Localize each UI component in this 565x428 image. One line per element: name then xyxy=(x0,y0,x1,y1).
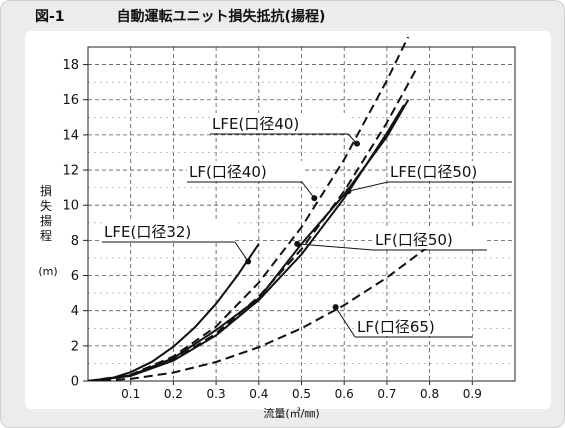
x-axis-title: 流量(㎥/㎜) xyxy=(263,406,319,420)
label-leader-5 xyxy=(335,306,356,338)
label-leader-2 xyxy=(301,181,315,199)
series-line-5 xyxy=(88,244,431,381)
label-bg-2 xyxy=(187,161,302,181)
series-label-2: LF(口径40) xyxy=(189,163,267,181)
series-marker-3 xyxy=(345,188,352,195)
label-leader-3 xyxy=(348,181,389,192)
series-label-5: LF(口径65) xyxy=(357,318,435,336)
series-marker-0 xyxy=(245,258,252,265)
x-tick-label: 0.6 xyxy=(335,387,354,401)
label-bg-1 xyxy=(210,113,348,133)
series-label-0: LFE(口径32) xyxy=(104,223,191,241)
figure-title: 自動運転ユニット損失抵抗(揚程) xyxy=(116,9,326,25)
x-tick-label: 0.5 xyxy=(292,387,311,401)
series-marker-2 xyxy=(311,195,318,202)
series-label-1: LFE(口径40) xyxy=(212,115,299,133)
series-lines xyxy=(88,37,431,381)
label-bg-0 xyxy=(102,221,235,241)
x-tick-label: 0.9 xyxy=(463,387,482,401)
y-tick-label: 8 xyxy=(71,234,79,249)
y-tick-label: 14 xyxy=(62,128,79,143)
x-tick-label: 0.1 xyxy=(121,387,140,401)
y-axis-unit: (m) xyxy=(38,265,57,278)
y-tick-label: 2 xyxy=(71,339,79,354)
x-tick-label: 0.4 xyxy=(249,387,268,401)
y-axis-title-char: 失 xyxy=(40,198,52,213)
y-tick-label: 16 xyxy=(62,93,79,108)
series-marker-5 xyxy=(332,304,339,311)
y-tick-label: 12 xyxy=(62,164,79,179)
y-tick-label: 0 xyxy=(71,375,79,390)
label-bg-4 xyxy=(373,229,487,249)
series-line-4 xyxy=(88,99,410,381)
series-marker-4 xyxy=(294,240,301,247)
series-label-3: LFE(口径50) xyxy=(390,163,477,181)
y-axis-title-char: 程 xyxy=(40,228,52,243)
label-bg-3 xyxy=(388,161,512,181)
y-tick-label: 6 xyxy=(71,269,79,284)
series-labels: LFE(口径32) LFE(口径40) LF(口径40) LFE(口径50) LF(口径… xyxy=(102,113,512,338)
y-axis-title-char: 損 xyxy=(40,183,52,198)
figure-number: 図-1 xyxy=(35,9,65,25)
axes xyxy=(83,46,516,385)
y-tick-label: 18 xyxy=(62,58,79,73)
y-axis-title-char: 揚 xyxy=(40,214,52,228)
x-tick-label: 0.8 xyxy=(420,387,439,401)
series-marker-1 xyxy=(354,140,361,147)
x-tick-label: 0.3 xyxy=(207,387,226,401)
figure-header: 図-1 自動運転ユニット損失抵抗(揚程) xyxy=(1,1,564,31)
y-tick-label: 10 xyxy=(62,199,79,214)
series-label-4: LF(口径50) xyxy=(375,231,453,249)
y-tick-label: 4 xyxy=(71,304,79,319)
label-bg-5 xyxy=(355,316,472,336)
x-tick-label: 0.7 xyxy=(377,387,396,401)
label-leader-4 xyxy=(297,243,374,251)
label-leader-0 xyxy=(234,241,249,262)
x-tick-label: 0.2 xyxy=(164,387,183,401)
tick-labels: 0 2 4 6 8 10 12 14 16 18 0.1 0.2 0.3 0.4 0.5 0.6 0.7 0.8 0… xyxy=(62,58,481,401)
